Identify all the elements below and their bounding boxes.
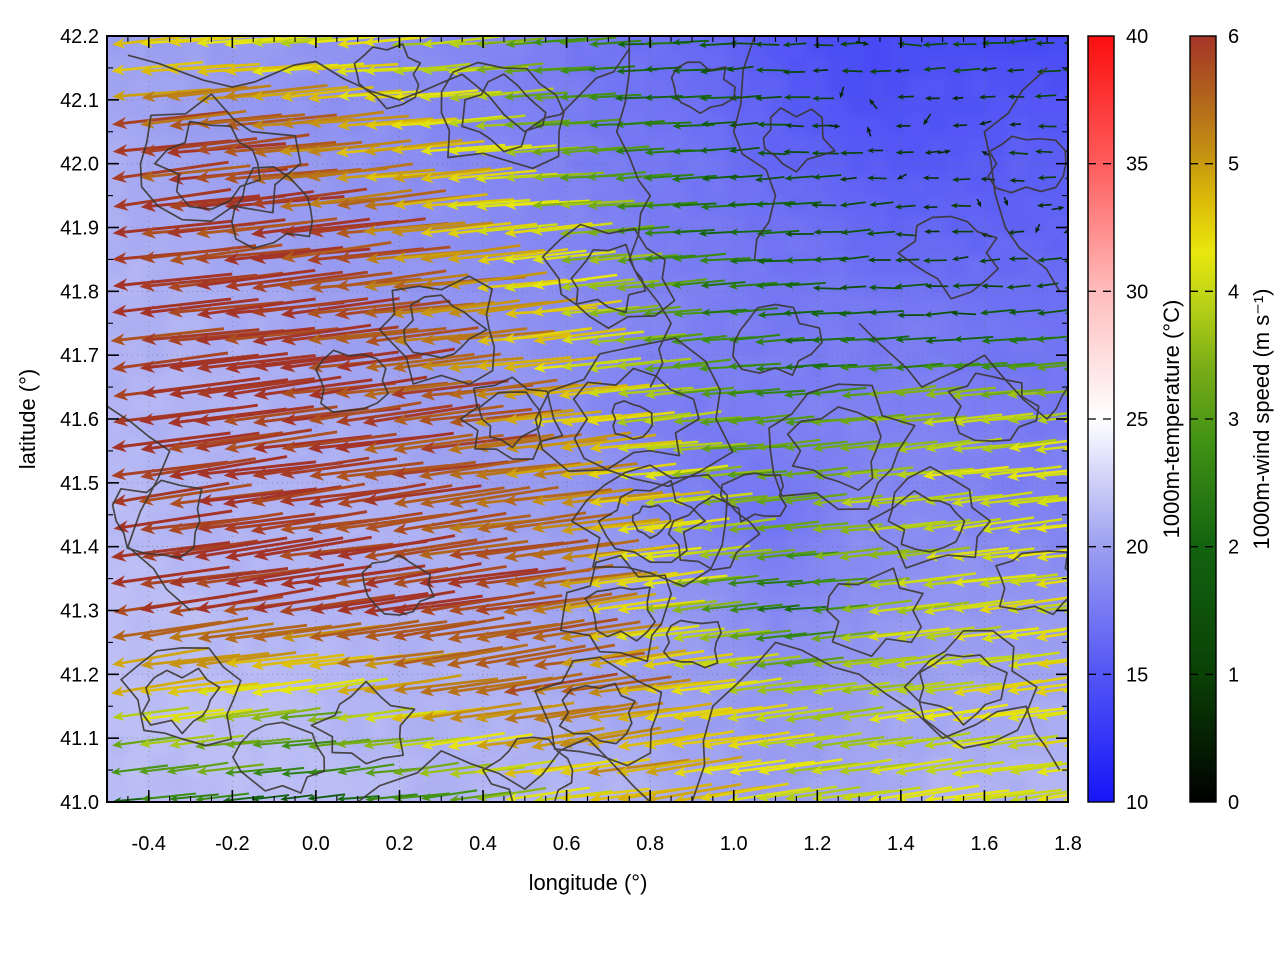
x-axis-label: longitude (°) <box>528 870 648 895</box>
x-tick-label: 0.8 <box>636 833 664 855</box>
x-tick-label: 1.8 <box>1054 833 1082 855</box>
wind_speed-tick-label: 5 <box>1228 154 1239 176</box>
x-tick-label: 1.0 <box>720 833 748 855</box>
temperature-tick-label: 15 <box>1126 664 1148 686</box>
y-tick-label: 41.2 <box>60 664 99 686</box>
y-tick-label: 41.9 <box>60 218 99 240</box>
y-tick-label: 41.3 <box>60 601 99 623</box>
y-tick-label: 41.4 <box>60 537 99 559</box>
terrain-contours <box>107 36 1068 802</box>
x-tick-label: 1.4 <box>887 833 915 855</box>
x-tick-label: 0.0 <box>302 833 330 855</box>
wind_speed-tick-label: 2 <box>1228 537 1239 559</box>
wind_speed-tick-label: 4 <box>1228 281 1239 303</box>
wind-vector-field <box>110 36 1068 802</box>
y-tick-label: 41.0 <box>60 792 99 814</box>
wind_speed-colorbar: 0 1 2 3 4 5 6 <box>1189 26 1239 814</box>
x-tick-label: 0.4 <box>469 833 497 855</box>
y-tick-label: 42.0 <box>60 154 99 176</box>
temperature-tick-label: 25 <box>1126 409 1148 431</box>
x-tick-label: -0.4 <box>132 833 166 855</box>
y-tick-label: 42.1 <box>60 90 99 112</box>
temperature-colorbar-title: 1000m-temperature (°C) <box>1159 299 1184 539</box>
temperature-tick-label: 10 <box>1126 792 1148 814</box>
y-tick-label: 42.2 <box>60 26 99 48</box>
wind-colorbar-title: 1000m-wind speed (m s⁻¹) <box>1249 288 1274 550</box>
wind_speed-tick-label: 1 <box>1228 664 1239 686</box>
y-axis-label: latitude (°) <box>15 368 40 470</box>
x-tick-label: -0.2 <box>215 833 249 855</box>
temperature-colorbar: 10 15 20 25 30 35 40 <box>1087 26 1148 814</box>
temperature-tick-label: 35 <box>1126 154 1148 176</box>
x-tick-label: 0.2 <box>386 833 414 855</box>
y-tick-label: 41.5 <box>60 473 99 495</box>
temperature-tick-label: 40 <box>1126 26 1148 48</box>
tick-labels: -0.4 -0.2 0.0 0.2 0.4 0.6 0.8 1.0 1.2 1.4 1.6 1.8 41… <box>60 26 1082 855</box>
x-tick-label: 0.6 <box>553 833 581 855</box>
y-tick-label: 41.1 <box>60 728 99 750</box>
y-tick-label: 41.8 <box>60 281 99 303</box>
temperature-tick-label: 30 <box>1126 281 1148 303</box>
temperature-tick-label: 20 <box>1126 537 1148 559</box>
axis-ticks <box>106 35 1069 803</box>
x-tick-label: 1.2 <box>803 833 831 855</box>
wind_speed-tick-label: 3 <box>1228 409 1239 431</box>
y-tick-label: 41.6 <box>60 409 99 431</box>
x-tick-label: 1.6 <box>971 833 999 855</box>
wind_speed-tick-label: 6 <box>1228 26 1239 48</box>
y-tick-label: 41.7 <box>60 345 99 367</box>
wind_speed-tick-label: 0 <box>1228 792 1239 814</box>
